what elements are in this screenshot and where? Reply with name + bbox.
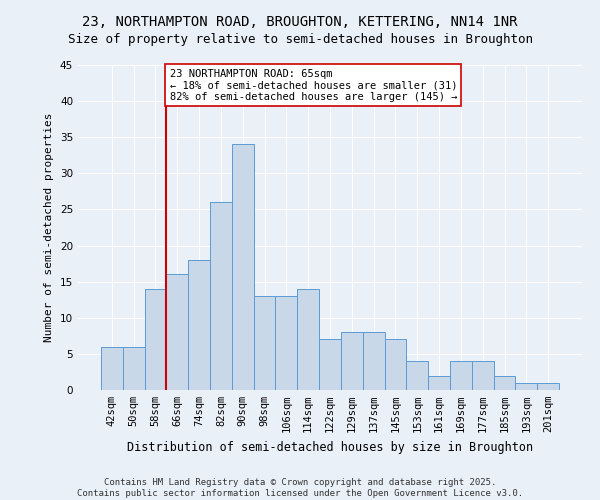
Bar	[406, 361, 428, 390]
Bar	[210, 202, 232, 390]
Bar	[385, 340, 406, 390]
Bar	[428, 376, 450, 390]
Bar	[472, 361, 494, 390]
Bar	[123, 346, 145, 390]
Bar	[166, 274, 188, 390]
Text: Contains HM Land Registry data © Crown copyright and database right 2025.
Contai: Contains HM Land Registry data © Crown c…	[77, 478, 523, 498]
Bar	[188, 260, 210, 390]
Bar	[319, 340, 341, 390]
Y-axis label: Number of semi-detached properties: Number of semi-detached properties	[44, 113, 55, 342]
Bar	[341, 332, 363, 390]
Bar	[145, 289, 166, 390]
Bar	[515, 383, 537, 390]
Bar	[275, 296, 297, 390]
Bar	[254, 296, 275, 390]
X-axis label: Distribution of semi-detached houses by size in Broughton: Distribution of semi-detached houses by …	[127, 440, 533, 454]
Bar	[297, 289, 319, 390]
Text: Size of property relative to semi-detached houses in Broughton: Size of property relative to semi-detach…	[67, 32, 533, 46]
Bar	[101, 346, 123, 390]
Bar	[537, 383, 559, 390]
Bar	[450, 361, 472, 390]
Text: 23, NORTHAMPTON ROAD, BROUGHTON, KETTERING, NN14 1NR: 23, NORTHAMPTON ROAD, BROUGHTON, KETTERI…	[82, 15, 518, 29]
Bar	[232, 144, 254, 390]
Bar	[363, 332, 385, 390]
Text: 23 NORTHAMPTON ROAD: 65sqm
← 18% of semi-detached houses are smaller (31)
82% of: 23 NORTHAMPTON ROAD: 65sqm ← 18% of semi…	[170, 68, 457, 102]
Bar	[494, 376, 515, 390]
